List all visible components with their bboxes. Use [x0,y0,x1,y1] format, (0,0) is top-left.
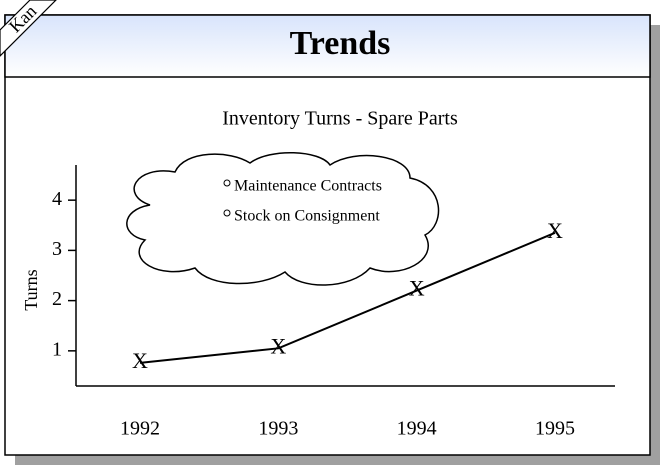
header-band [4,14,651,78]
chart-title: Inventory Turns - Spare Parts [222,108,458,130]
series-line [139,231,556,364]
point-marker: X [270,333,286,358]
header-title: Trends [290,25,391,62]
point-marker: X [547,218,563,243]
x-tick-label: 1992 [120,418,160,440]
plot: 1 2 3 4 1992 1993 1994 1995 X X X X [52,188,575,440]
x-tick-label: 1994 [397,418,437,440]
y-axis-label: Turns [21,269,41,310]
bullet [223,179,231,187]
corner-banner [0,0,57,57]
callout-items: Maintenance Contracts Stock on Consignme… [223,178,382,225]
point-marker: X [409,276,425,301]
point-marker: X [132,348,148,373]
x-tick-label: 1995 [535,418,575,440]
x-tick-label: 1993 [258,418,298,440]
bullet [223,209,231,217]
callout-cloud [126,152,440,286]
callout-item: Maintenance Contracts [234,178,382,195]
callout-item: Stock on Consignment [234,208,380,225]
y-tick-label: 2 [52,288,62,310]
y-tick-label: 4 [52,188,62,210]
y-tick-label: 1 [52,338,62,360]
y-tick-label: 3 [52,238,62,260]
